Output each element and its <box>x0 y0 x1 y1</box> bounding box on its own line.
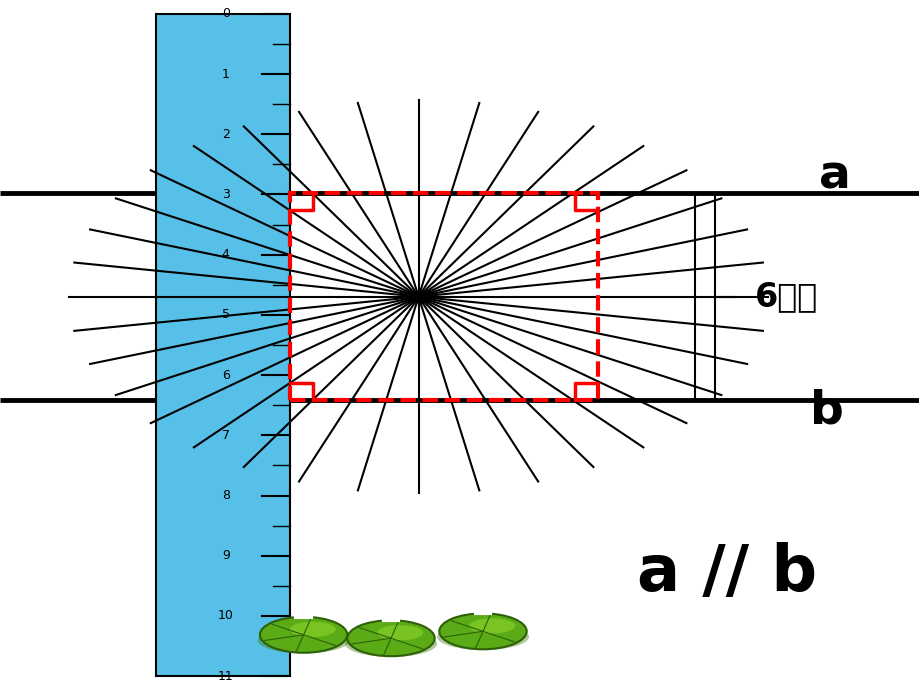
Text: 1: 1 <box>221 68 230 81</box>
Ellipse shape <box>377 625 423 640</box>
Text: 10: 10 <box>218 609 233 622</box>
Text: b: b <box>809 388 843 433</box>
Ellipse shape <box>257 627 349 653</box>
Ellipse shape <box>437 624 528 650</box>
Text: 11: 11 <box>218 670 233 682</box>
Text: 8: 8 <box>221 489 230 502</box>
Text: 6厘米: 6厘米 <box>754 280 817 313</box>
Text: 6: 6 <box>221 368 230 382</box>
Text: 0: 0 <box>221 8 230 20</box>
Text: 4: 4 <box>221 248 230 262</box>
Text: 7: 7 <box>221 428 230 442</box>
Bar <box>156 14 289 676</box>
Text: a // b: a // b <box>636 542 816 604</box>
Text: a: a <box>818 153 850 199</box>
Ellipse shape <box>439 613 526 649</box>
Ellipse shape <box>260 617 347 653</box>
Ellipse shape <box>347 620 435 656</box>
Text: 2: 2 <box>221 128 230 141</box>
Ellipse shape <box>345 631 437 657</box>
Text: 9: 9 <box>221 549 230 562</box>
Text: 3: 3 <box>221 188 230 201</box>
Bar <box>289 193 597 400</box>
Ellipse shape <box>289 622 335 637</box>
Ellipse shape <box>469 618 515 633</box>
Text: 5: 5 <box>221 308 230 322</box>
